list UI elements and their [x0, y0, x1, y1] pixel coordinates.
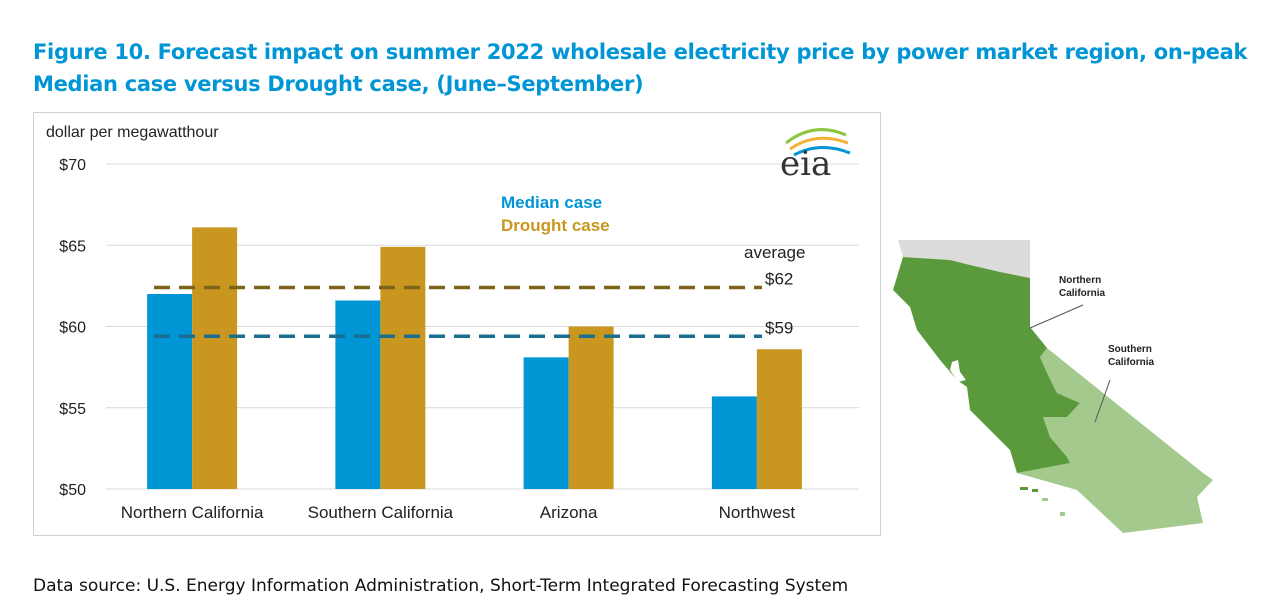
map-outside-region	[898, 240, 1030, 278]
y-tick-label: $55	[59, 401, 86, 418]
eia-logo: eia	[780, 128, 851, 184]
x-tick-label: Northwest	[719, 503, 796, 522]
y-axis-label: dollar per megawatthour	[46, 124, 219, 141]
average-label: average	[744, 243, 805, 262]
map-label-southern: Southern California	[1108, 344, 1155, 368]
bar-median	[147, 294, 193, 489]
california-region-map: Northern California Southern California	[893, 240, 1213, 533]
chart-frame: $62 $59 $50 $55 $60 $65 $70 Northern Californi…	[33, 112, 881, 536]
map-label-northern: Northern California	[1059, 275, 1106, 299]
y-tick-label: $50	[59, 482, 86, 499]
bar-drought	[192, 227, 238, 489]
x-tick-label: Northern California	[121, 503, 264, 522]
x-tick-label: Arizona	[540, 503, 598, 522]
bar-median	[335, 300, 381, 489]
data-source-note: Data source: U.S. Energy Information Adm…	[33, 576, 849, 596]
y-tick-label: $70	[59, 157, 86, 174]
figure-title: Figure 10. Forecast impact on summer 202…	[33, 40, 1248, 96]
average-value-label: $59	[765, 318, 793, 337]
x-tick-label: Southern California	[308, 503, 454, 522]
legend-drought: Drought case	[501, 216, 610, 235]
bar-drought	[380, 246, 426, 489]
y-tick-label: $60	[59, 320, 86, 337]
map-southern-california	[1017, 348, 1213, 533]
bar-median	[523, 357, 569, 489]
legend-median: Median case	[501, 193, 602, 212]
bar-chart: $62 $59 $50 $55 $60 $65 $70 Northern Californi…	[46, 124, 859, 522]
bar-median	[711, 396, 757, 489]
average-value-label: $62	[765, 270, 793, 289]
bar-drought	[756, 349, 802, 489]
map-northern-california	[893, 257, 1080, 473]
bar-drought	[568, 326, 614, 489]
svg-text:eia: eia	[780, 144, 831, 184]
y-tick-label: $65	[59, 238, 86, 255]
